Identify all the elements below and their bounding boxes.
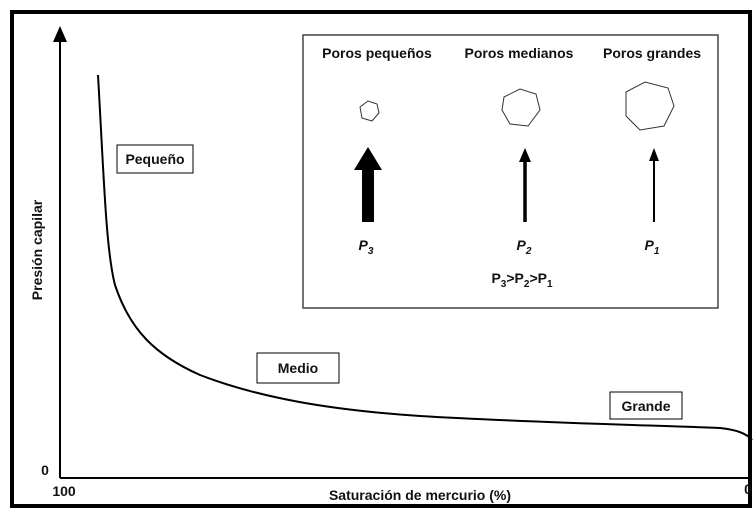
inset-header: Poros grandes (603, 45, 701, 61)
pore-medium (501, 88, 541, 127)
arrow-thick-head (354, 147, 382, 170)
y-axis-title: Presión capilar (29, 199, 45, 300)
pressure-label: P2 (517, 237, 532, 257)
arrow-medium-head (519, 148, 531, 162)
x-start-label: 100 (52, 483, 76, 499)
label-box (116, 144, 194, 174)
pore-large (625, 81, 675, 131)
x-axis-title: Saturación de mercurio (%) (329, 487, 511, 503)
inset-header: Poros medianos (465, 45, 574, 61)
curve-label: Pequeño (125, 151, 184, 167)
arrow-thin-head (649, 148, 659, 161)
label-box (609, 391, 683, 420)
pressure-label: P1 (645, 237, 660, 257)
curve-label: Grande (621, 398, 670, 414)
label-box (256, 352, 340, 384)
pressure-label: P3 (359, 237, 374, 257)
x-end-label: 0 (744, 481, 752, 497)
pressure-relation: P3>P2>P1 (491, 270, 553, 290)
inset-header: Poros pequeños (322, 45, 432, 61)
y-axis-arrow (53, 26, 67, 42)
y-origin-label: 0 (41, 462, 49, 478)
curve-label: Medio (278, 360, 318, 376)
arrow-thick (362, 168, 374, 222)
curve (97, 74, 753, 441)
pore-small (359, 100, 380, 122)
